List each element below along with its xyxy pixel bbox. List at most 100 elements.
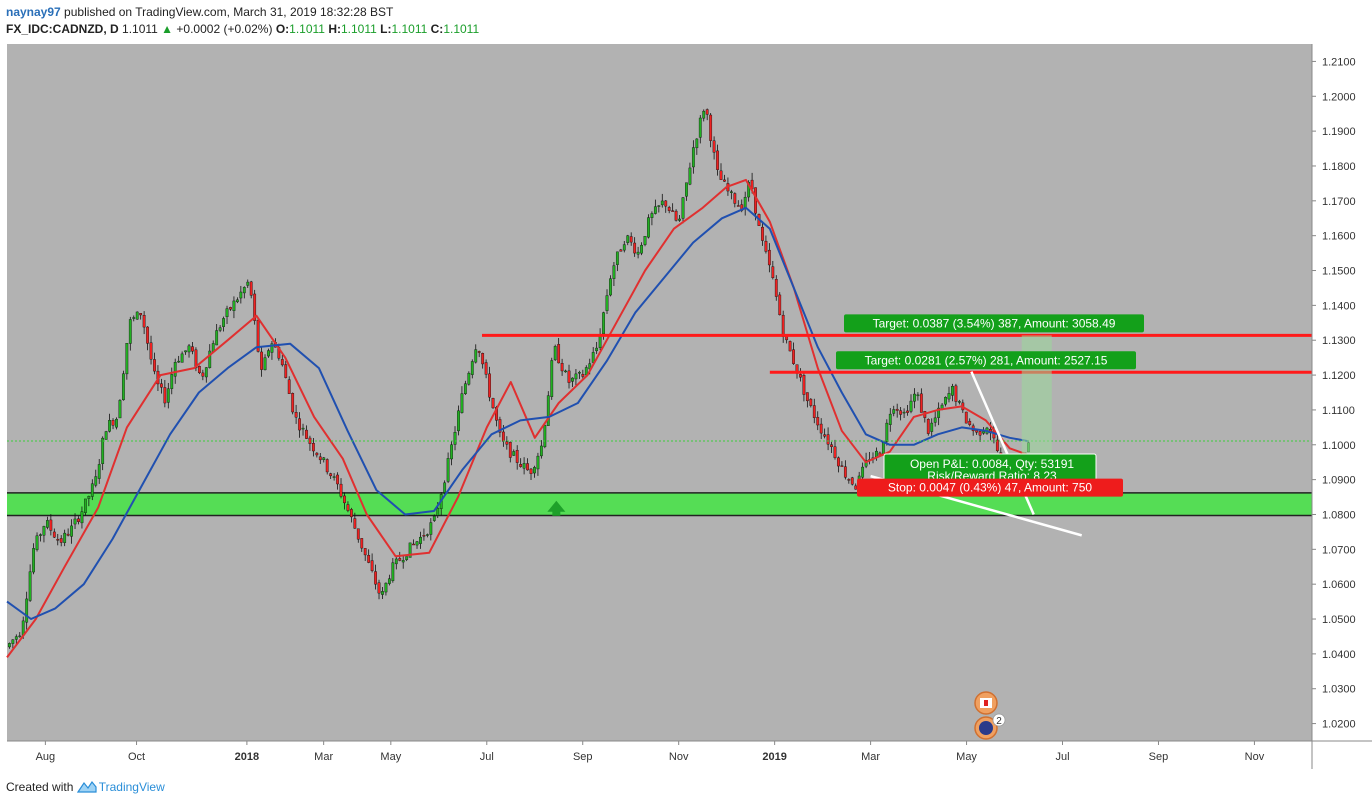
candle-body-up [446,458,450,482]
candle [97,458,101,484]
candle [294,404,298,424]
candle-body-up [235,299,239,303]
candle [591,347,595,364]
candle [733,192,737,208]
candle-body-down [664,200,668,207]
candle [142,311,146,335]
candle-body-down [671,210,675,212]
candle [121,370,125,401]
price-axis [1312,44,1372,769]
y-tick-label: 1.0200 [1322,719,1356,731]
candle-body-down [799,374,802,378]
candle-body-down [667,207,671,211]
high-value: 1.1011 [341,22,377,36]
candle-body-down [146,326,149,344]
candle-body-up [108,420,111,432]
candle-body-up [332,476,336,478]
tradingview-brand[interactable]: TradingView [98,780,165,794]
candle-body-up [222,318,225,327]
candle [463,380,467,395]
author-name[interactable]: naynay97 [6,5,61,19]
candle-body-up [180,353,184,363]
target-1-label: Target: 0.0281 (2.57%) 281, Amount: 2527… [865,353,1108,367]
candle [678,215,681,222]
candle [840,461,844,467]
candle [539,440,543,459]
candle [767,243,771,273]
candle-body-up [902,411,906,414]
candle-body-up [470,361,474,375]
candle [412,539,415,546]
candle [325,458,329,475]
candle [18,632,22,638]
candle-body-up [45,520,49,528]
candle [73,513,77,529]
candle-body-up [425,534,429,536]
candle-body-up [522,463,526,469]
candle-body-down [705,109,709,115]
candle [232,296,236,319]
candle [837,456,840,473]
candle [978,430,982,442]
candle-body-up [225,308,229,318]
candle-body-down [329,473,333,477]
candle-body-up [83,498,87,513]
candle [429,518,433,541]
candle [108,413,111,433]
high-label: H: [328,22,341,36]
candle-body-down [111,420,115,426]
y-tick-label: 1.0300 [1322,684,1356,696]
candle [778,292,782,316]
candle-body-down [629,236,633,243]
candle [854,483,858,490]
candle [560,358,564,376]
candle-body-up [408,542,412,558]
candle [356,528,360,543]
plot-area[interactable] [7,44,1312,741]
candle-body-down [260,351,263,370]
candle [622,240,626,253]
candle-body-down [736,205,740,207]
candle-body-down [422,535,426,537]
candle-body-down [830,444,833,447]
candle-body-down [674,210,678,221]
candle-body-down [191,346,194,352]
y-tick-label: 1.0500 [1322,614,1356,626]
candle [291,392,295,415]
candle [816,411,820,431]
candle [557,337,561,364]
candle [346,501,350,513]
candle-body-down [850,477,854,485]
symbol-info: FX_IDC:CADNZD, D 1.1011 ▲ +0.0002 (+0.02… [6,22,479,36]
candle-body-up [32,548,35,573]
candle [311,437,315,457]
candle-body-down [318,456,322,461]
y-tick-label: 1.1700 [1322,196,1356,208]
candle [895,403,899,418]
candle [377,579,381,600]
candle-body-up [128,319,132,344]
candle-body-down [819,423,823,434]
candle-body-down [305,429,308,439]
candle [657,205,661,213]
candle [457,405,460,436]
candle [944,396,947,407]
x-tick-label: Nov [669,751,689,763]
candle [595,341,599,355]
candle-body-up [173,362,177,377]
y-tick-label: 1.0600 [1322,579,1356,591]
candle-body-up [957,401,961,403]
candle-body-up [678,218,681,221]
x-tick-label: Sep [573,751,593,763]
candle-body-up [39,534,42,536]
moving-average-slow [6,206,1030,620]
candle-body-down [619,249,623,252]
tradingview-logo-icon [76,780,97,797]
candle-body-up [301,427,305,430]
candle [529,467,533,481]
candle-body-up [90,483,94,497]
candle-body-up [135,311,139,320]
candle [519,458,523,468]
candle [367,549,371,564]
